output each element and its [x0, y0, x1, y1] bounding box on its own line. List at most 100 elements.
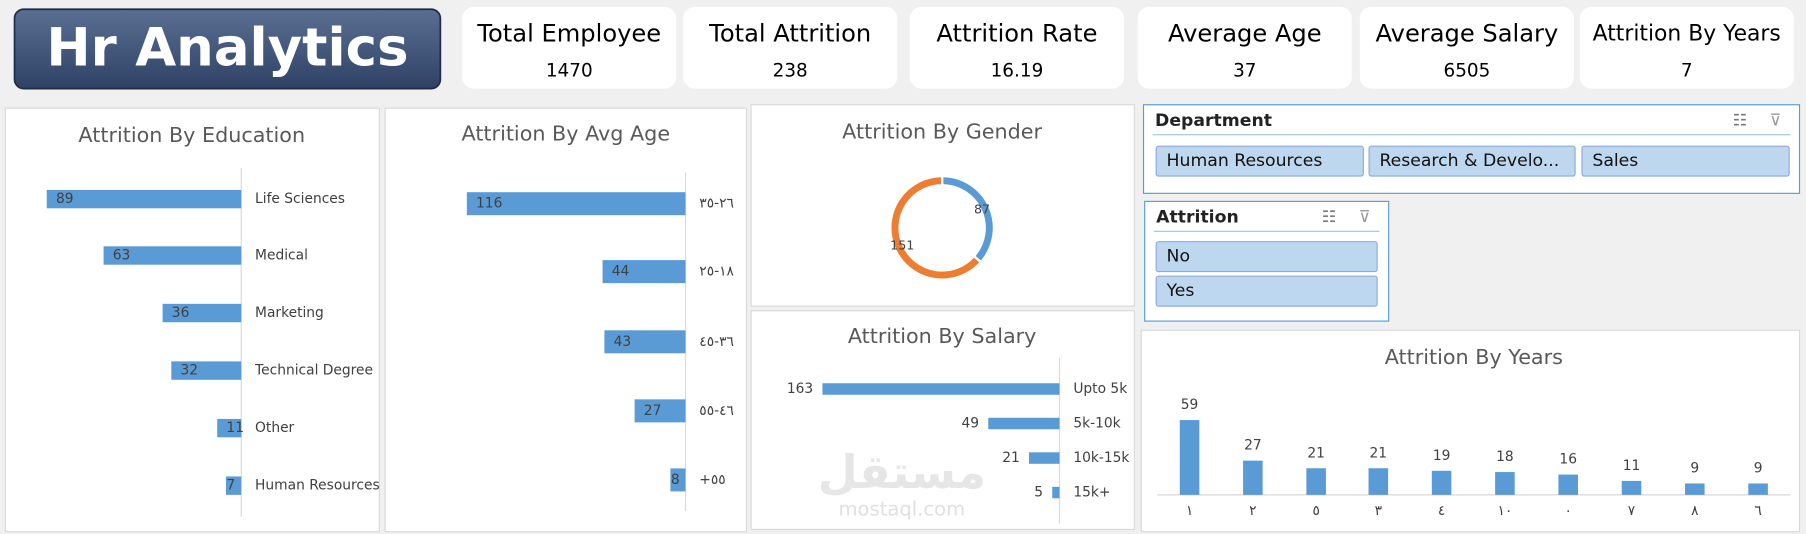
- kpi-value: 37: [1233, 60, 1256, 81]
- kpi-value: 238: [773, 60, 808, 81]
- value-label: 89: [56, 191, 74, 207]
- kpi-label: Average Salary: [1376, 20, 1559, 48]
- kpi-card: [1359, 6, 1574, 89]
- bar: [162, 303, 242, 323]
- category-label: Life Sciences: [255, 191, 345, 207]
- panel: [1140, 329, 1801, 533]
- slicer-item-label: Sales: [1592, 151, 1638, 171]
- bar: [1368, 468, 1389, 495]
- category-label: Other: [255, 420, 295, 436]
- category-label: ١٨-٢٥: [699, 264, 734, 280]
- multi-select-icon[interactable]: ☷: [1322, 207, 1336, 226]
- value-label: 27: [644, 403, 662, 419]
- kpi-label: Total Employee: [476, 20, 661, 48]
- kpi-value: 7: [1681, 60, 1693, 81]
- category-label: ٣: [1375, 503, 1383, 519]
- category-label: ١٠: [1497, 503, 1512, 519]
- category-label: ٣٦-٤٥: [699, 334, 734, 350]
- chart-title: Attrition By Education: [78, 123, 305, 147]
- kpi-label: Total Attrition: [708, 20, 871, 48]
- bar: [1748, 483, 1768, 495]
- bar: [602, 260, 686, 284]
- bar: [46, 189, 242, 209]
- category-label: Medical: [255, 247, 308, 263]
- bar: [1052, 486, 1060, 499]
- slicer-item-label: Yes: [1166, 281, 1195, 301]
- value-label: 27: [1244, 438, 1262, 454]
- kpi-value: 16.19: [991, 60, 1044, 81]
- slicer-item[interactable]: [1155, 241, 1378, 273]
- header-box: [13, 8, 442, 90]
- category-label: 15k+: [1073, 485, 1110, 501]
- chart-title: Attrition By Gender: [842, 119, 1042, 143]
- kpi-value: 6505: [1444, 60, 1491, 81]
- value-label: 16: [1559, 452, 1577, 468]
- category-label: 10k-15k: [1073, 450, 1129, 466]
- donut-slice: [889, 174, 983, 281]
- value-label: 44: [612, 264, 630, 280]
- category-label: Upto 5k: [1073, 381, 1127, 397]
- bar: [1431, 470, 1452, 495]
- value-label: 49: [961, 416, 979, 432]
- chart-title: Attrition By Salary: [848, 324, 1037, 348]
- category-label: Marketing: [255, 305, 324, 321]
- category-label: ٨: [1691, 503, 1698, 519]
- value-label: 11: [226, 420, 244, 436]
- category-label: ٦: [1754, 503, 1761, 519]
- value-label: 43: [614, 334, 632, 350]
- bar: [1306, 468, 1326, 495]
- category-label: ١: [1186, 503, 1193, 519]
- value-label: 9: [1754, 460, 1763, 476]
- bar: [670, 468, 686, 492]
- clear-filter-icon[interactable]: ⊽: [1359, 207, 1371, 226]
- kpi-value: 1470: [546, 60, 593, 81]
- category-label: ٢٦-٣٥: [699, 196, 734, 212]
- value-label: 9: [1690, 460, 1699, 476]
- clear-filter-icon[interactable]: ⊽: [1770, 110, 1782, 129]
- category-label: ٤٦-٥٥: [699, 403, 734, 419]
- slicer-item-label: Research & Develo...: [1379, 151, 1559, 171]
- slicer-item[interactable]: [1581, 145, 1790, 177]
- bar: [822, 383, 1060, 395]
- kpi-card: [1137, 6, 1352, 89]
- header-title: Hr Analytics: [46, 17, 408, 78]
- value-label: 8: [671, 472, 680, 488]
- value-label: 5: [1034, 485, 1043, 501]
- bar: [171, 361, 242, 380]
- value-label: 11: [1623, 458, 1641, 474]
- watermark: مستقل: [818, 445, 986, 499]
- bar: [1558, 474, 1578, 495]
- chart-title: Attrition By Avg Age: [462, 122, 671, 146]
- category-label: +٥٥: [699, 472, 725, 488]
- value-label: 21: [1002, 450, 1020, 466]
- bar: [225, 476, 242, 495]
- slicer-item-label: No: [1167, 247, 1190, 267]
- kpi-card: [683, 6, 898, 89]
- category-label: ٥: [1312, 503, 1319, 519]
- bar: [466, 192, 686, 216]
- multi-select-icon[interactable]: ☷: [1733, 110, 1747, 129]
- slicer-title: Attrition: [1156, 208, 1239, 228]
- slicer-item-label: Human Resources: [1167, 151, 1323, 171]
- bar: [604, 330, 686, 354]
- category-label: 5k-10k: [1073, 416, 1120, 432]
- category-label: ٠: [1564, 503, 1571, 519]
- slicer-item[interactable]: [1368, 145, 1576, 177]
- kpi-card: [1579, 6, 1794, 89]
- kpi-label: Attrition Rate: [936, 20, 1097, 48]
- value-label: 163: [787, 381, 813, 397]
- value-label: 32: [181, 363, 199, 379]
- watermark: mostaql.com: [839, 497, 966, 520]
- slicer-item[interactable]: [1155, 145, 1364, 177]
- category-label: Technical Degree: [254, 363, 373, 379]
- slicer-item[interactable]: [1155, 275, 1378, 307]
- bar: [1495, 472, 1515, 495]
- value-label: 18: [1496, 449, 1514, 465]
- value-label: 151: [890, 237, 914, 252]
- value-label: 7: [226, 478, 235, 494]
- bar: [1685, 483, 1705, 495]
- bar: [1028, 452, 1060, 464]
- bar: [1179, 420, 1200, 495]
- bar: [1243, 460, 1263, 495]
